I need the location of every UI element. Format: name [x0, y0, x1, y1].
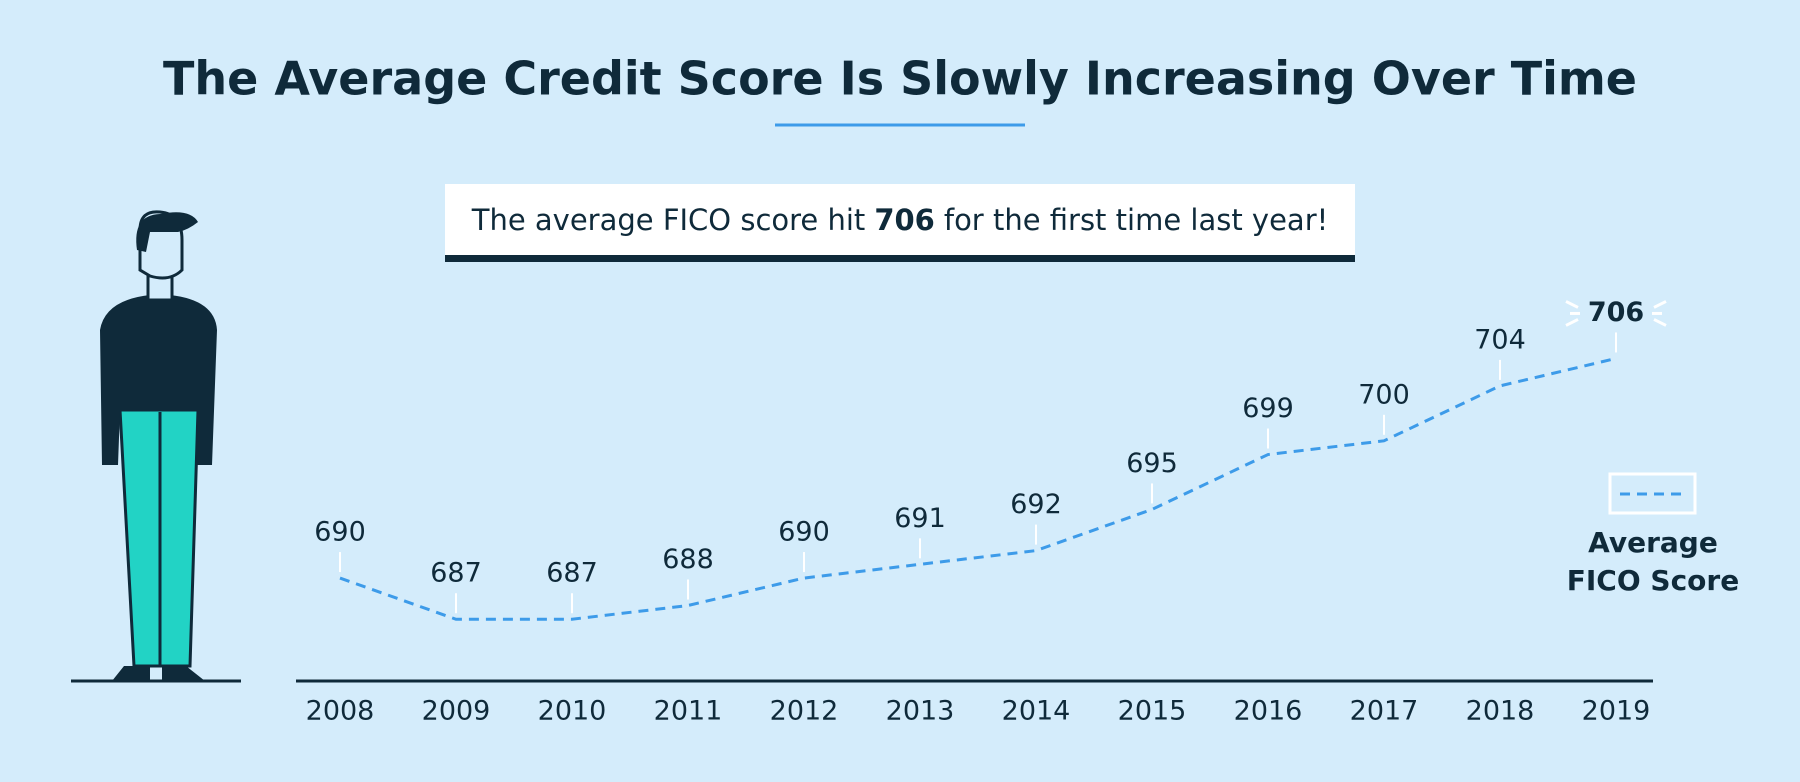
legend-box — [1608, 472, 1697, 515]
data-label: 690 — [778, 517, 830, 548]
x-tick-label: 2018 — [1466, 696, 1535, 727]
data-label: 704 — [1474, 324, 1526, 355]
person-illustration — [71, 210, 241, 683]
sparkle — [1565, 300, 1579, 309]
x-tick-label: 2015 — [1118, 696, 1187, 727]
sparkle — [1653, 318, 1667, 327]
data-label: 687 — [546, 558, 598, 589]
data-label: 706 — [1588, 297, 1644, 328]
data-label: 688 — [662, 544, 714, 575]
data-line — [339, 356, 1617, 621]
data-label: 695 — [1126, 448, 1178, 479]
x-tick-label: 2017 — [1350, 696, 1419, 727]
x-tick-label: 2008 — [306, 696, 375, 727]
data-label: 691 — [894, 503, 946, 534]
x-tick-label: 2012 — [770, 696, 839, 727]
sparkle — [1565, 318, 1579, 327]
data-label: 687 — [430, 558, 482, 589]
data-label: 690 — [314, 517, 366, 548]
x-tick-label: 2016 — [1234, 696, 1303, 727]
x-tick-label: 2013 — [886, 696, 955, 727]
x-tick-label: 2019 — [1582, 696, 1651, 727]
chart-title: The Average Credit Score Is Slowly Incre… — [163, 52, 1637, 106]
x-tick-label: 2009 — [422, 696, 491, 727]
data-label: 699 — [1242, 393, 1294, 424]
sparkle — [1653, 300, 1667, 309]
data-label: 692 — [1010, 489, 1062, 520]
x-tick-label: 2014 — [1002, 696, 1071, 727]
callout-text: The average FICO score hit — [471, 202, 866, 237]
callout-highlight: 706 — [874, 202, 935, 237]
x-tick-label: 2010 — [538, 696, 607, 727]
data-label: 700 — [1358, 379, 1410, 410]
callout: The average FICO score hit 706 for the fir… — [445, 184, 1355, 262]
callout-text: for the first time last year! — [943, 202, 1329, 237]
legend-label: Average FICO Score — [1566, 526, 1740, 597]
x-tick-label: 2011 — [654, 696, 723, 727]
